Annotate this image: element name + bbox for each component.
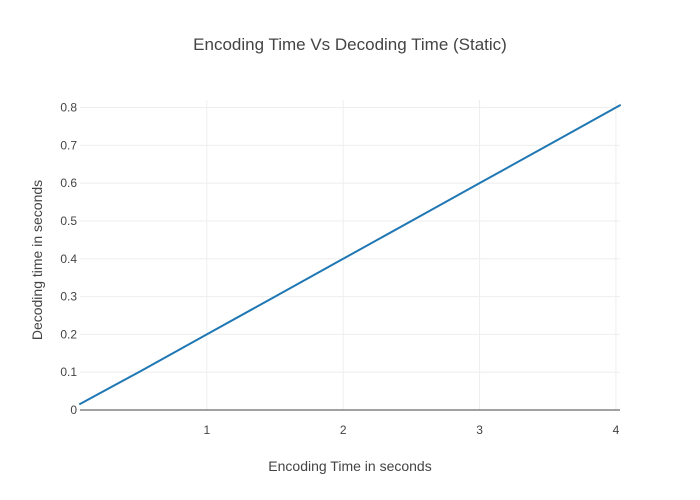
y-tick-label: 0.8	[60, 101, 77, 115]
x-tick-label: 4	[613, 423, 620, 437]
x-tick-label: 1	[203, 423, 210, 437]
x-axis-title: Encoding Time in seconds	[268, 458, 431, 474]
x-tick-label: 2	[340, 423, 347, 437]
y-tick-label: 0	[70, 403, 77, 417]
y-tick-label: 0.4	[60, 252, 77, 266]
y-tick-label: 0.2	[60, 327, 77, 341]
y-tick-label: 0.1	[60, 365, 77, 379]
y-tick-label: 0.6	[60, 176, 77, 190]
chart-title: Encoding Time Vs Decoding Time (Static)	[193, 35, 507, 54]
grid	[80, 100, 620, 410]
series-line	[79, 104, 621, 405]
y-tick-label: 0.5	[60, 214, 77, 228]
x-tick-label: 3	[476, 423, 483, 437]
series-lines	[79, 104, 621, 405]
tick-labels: 1 2 3 4 0 0.1 0.2 0.3 0.4 0.5 0.6 0.7 0.8	[60, 101, 619, 437]
y-tick-label: 0.7	[60, 138, 77, 152]
y-axis-title: Decoding time in seconds	[29, 180, 45, 340]
y-tick-label: 0.3	[60, 290, 77, 304]
